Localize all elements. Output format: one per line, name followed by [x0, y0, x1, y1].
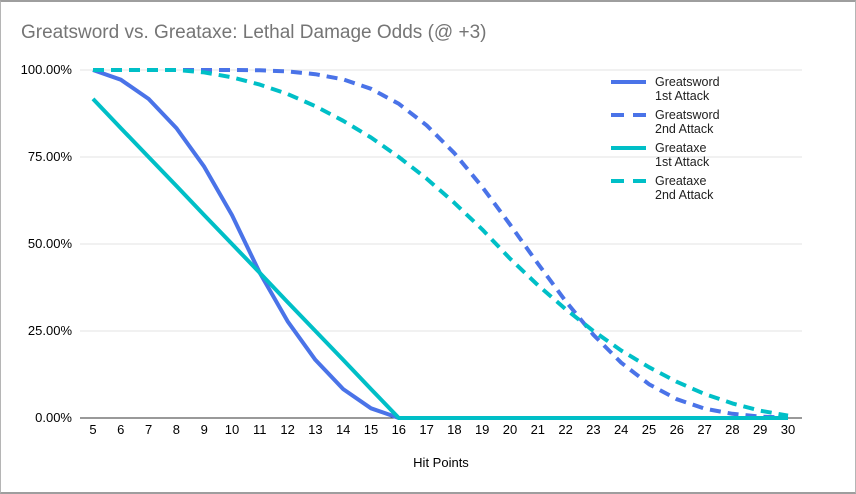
series-line-greatsword-2nd-attack [93, 68, 789, 420]
y-tick-label: 75.00% [27, 149, 72, 164]
x-tick-label: 27 [697, 422, 712, 437]
legend-label: Greatsword 2nd Attack [655, 108, 720, 136]
legend-entry-greatsword-2nd-attack: Greatsword 2nd Attack [611, 108, 720, 136]
legend-swatch-solid-line-icon [611, 80, 646, 84]
x-axis-title: Hit Points [413, 455, 469, 470]
x-tick-label: 25 [641, 422, 657, 437]
series-line-greataxe-1st-attack [91, 97, 788, 420]
x-tick-label: 17 [419, 422, 434, 437]
x-tick-label: 21 [530, 422, 546, 437]
x-tick-label: 10 [224, 422, 240, 437]
y-tick-label: 0.00% [35, 410, 72, 425]
series-line-greataxe-2nd-attack [93, 68, 789, 418]
x-tick-label: 15 [363, 422, 379, 437]
legend-swatch-solid-line-icon [611, 146, 646, 150]
legend-label: Greatsword 1st Attack [655, 75, 720, 103]
legend-label: Greataxe 1st Attack [655, 141, 710, 169]
x-tick-label: 9 [200, 422, 208, 437]
x-tick-label: 30 [780, 422, 796, 437]
x-tick-label: 28 [725, 422, 740, 437]
y-tick-label: 100.00% [20, 62, 72, 77]
y-tick-label: 25.00% [27, 323, 72, 338]
x-tick-label: 13 [308, 422, 323, 437]
y-tick-label: 50.00% [27, 236, 72, 251]
x-tick-label: 5 [89, 422, 97, 437]
x-tick-label: 22 [558, 422, 573, 437]
legend-entry-greatsword-1st-attack: Greatsword 1st Attack [611, 75, 720, 103]
chart-title: Greatsword vs. Greataxe: Lethal Damage O… [21, 22, 487, 43]
x-tick-label: 26 [669, 422, 685, 437]
x-tick-label: 16 [391, 422, 407, 437]
x-tick-label: 12 [280, 422, 295, 437]
x-tick-label: 29 [752, 422, 768, 437]
legend-swatch-dashed-line-icon [611, 179, 646, 183]
x-tick-label: 7 [144, 422, 153, 437]
x-tick-label: 14 [335, 422, 351, 437]
x-tick-label: 24 [613, 422, 629, 437]
x-tick-label: 23 [586, 422, 601, 437]
x-tick-label: 8 [172, 422, 180, 437]
legend-entry-greataxe-1st-attack: Greataxe 1st Attack [611, 141, 720, 169]
legend: Greatsword 1st Attack Greatsword 2nd Attack… [611, 75, 720, 207]
x-tick-label: 20 [502, 422, 518, 437]
legend-entry-greataxe-2nd-attack: Greataxe 2nd Attack [611, 174, 720, 202]
x-tick-label: 18 [447, 422, 462, 437]
x-tick-label: 19 [474, 422, 490, 437]
legend-swatch-dashed-line-icon [611, 113, 646, 117]
legend-label: Greataxe 2nd Attack [655, 174, 714, 202]
x-tick-label: 11 [253, 422, 267, 437]
x-tick-label: 6 [117, 422, 125, 437]
